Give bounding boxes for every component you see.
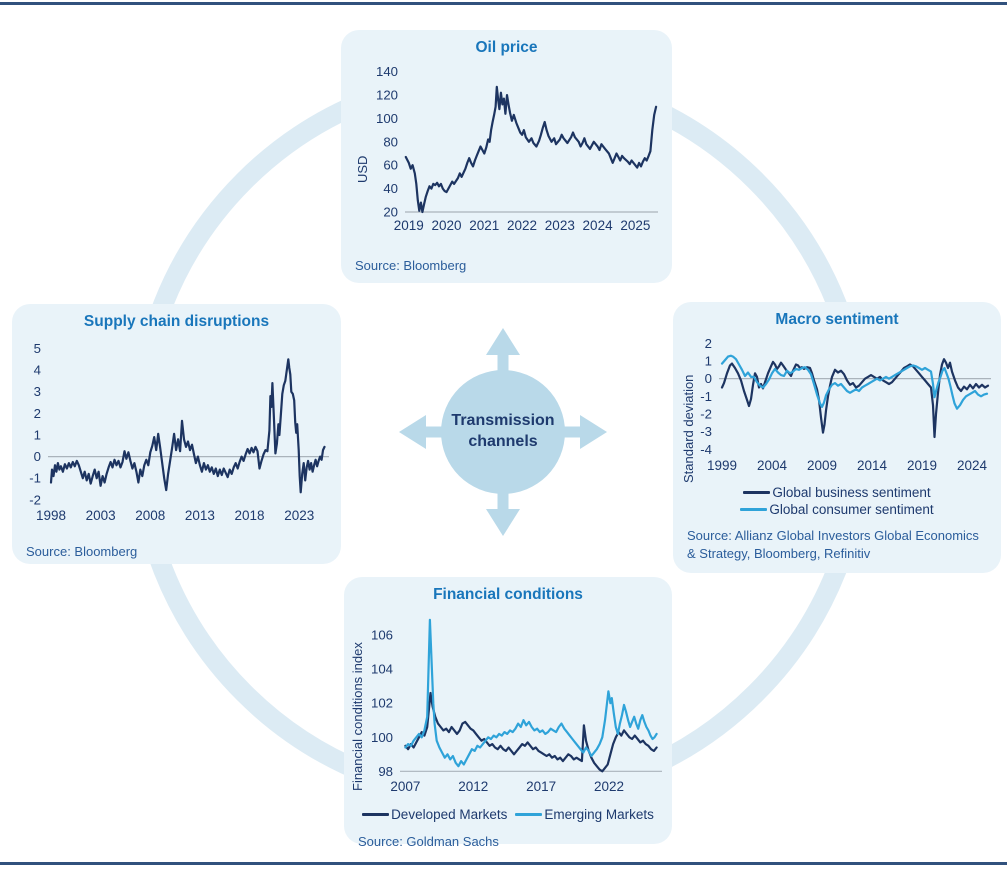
legend-label-developed: Developed Markets — [391, 807, 508, 822]
svg-text:2008: 2008 — [135, 508, 165, 523]
legend-item-developed: Developed Markets — [362, 807, 507, 822]
svg-text:5: 5 — [34, 341, 41, 356]
svg-text:2024: 2024 — [957, 458, 988, 473]
y-axis-label-standard-deviation: Standard deviation — [681, 374, 696, 484]
svg-text:40: 40 — [383, 181, 398, 196]
source-note-financial: Source: Goldman Sachs — [358, 834, 499, 849]
svg-text:140: 140 — [376, 64, 398, 79]
legend-financial-conditions: Developed Markets Emerging Markets — [344, 807, 672, 822]
source-note-oil: Source: Bloomberg — [355, 258, 467, 273]
legend-swatch-emerging — [515, 813, 543, 816]
chart-title-oil-price: Oil price — [475, 39, 538, 56]
legend-label-consumer: Global consumer sentiment — [769, 502, 934, 517]
chart-title-financial-conditions: Financial conditions — [433, 586, 583, 603]
svg-text:2003: 2003 — [86, 508, 116, 523]
svg-text:2: 2 — [705, 336, 712, 351]
panel-financial-conditions: Financial conditions Financial condition… — [344, 577, 672, 849]
bottom-divider — [0, 862, 1007, 865]
svg-text:-4: -4 — [700, 442, 712, 457]
svg-text:2: 2 — [34, 406, 41, 421]
svg-text:-3: -3 — [700, 424, 712, 439]
svg-text:-2: -2 — [29, 492, 41, 507]
svg-text:-2: -2 — [700, 407, 712, 422]
svg-text:100: 100 — [371, 730, 393, 745]
y-axis-label-usd: USD — [355, 155, 370, 183]
svg-text:3: 3 — [34, 384, 41, 399]
panel-oil-price: Oil price USD 140 120 100 80 60 40 20 2019 2020 2… — [341, 30, 672, 283]
svg-text:2013: 2013 — [185, 508, 215, 523]
legend-macro-sentiment: Global business sentiment Global consume… — [673, 485, 1001, 517]
svg-text:106: 106 — [371, 628, 393, 643]
svg-text:2021: 2021 — [469, 218, 499, 233]
legend-swatch-consumer — [740, 508, 768, 511]
panel-supply-chain: Supply chain disruptions 5 4 3 2 1 0 -1 -2 1998 2… — [12, 304, 341, 564]
svg-text:2020: 2020 — [432, 218, 462, 233]
svg-text:2025: 2025 — [620, 218, 650, 233]
svg-text:2004: 2004 — [757, 458, 788, 473]
svg-text:2023: 2023 — [545, 218, 575, 233]
oil-price-chart: 140 120 100 80 60 40 20 2019 2020 2021 2022 2023 202… — [341, 60, 672, 243]
legend-item-emerging: Emerging Markets — [515, 807, 654, 822]
legend-label-business: Global business sentiment — [772, 485, 931, 500]
y-axis-label-fci: Financial conditions index — [350, 642, 365, 792]
chart-title-supply-chain: Supply chain disruptions — [83, 313, 270, 330]
source-note-supply-chain: Source: Bloomberg — [26, 544, 138, 559]
svg-text:2012: 2012 — [458, 779, 488, 794]
svg-text:2024: 2024 — [583, 218, 614, 233]
svg-text:1998: 1998 — [36, 508, 66, 523]
svg-text:-1: -1 — [700, 389, 712, 404]
svg-text:1: 1 — [34, 427, 41, 442]
svg-text:-1: -1 — [29, 471, 41, 486]
chart-title-macro-sentiment: Macro sentiment — [775, 311, 899, 328]
svg-text:2022: 2022 — [507, 218, 537, 233]
hub-label: Transmission channels — [451, 412, 555, 450]
svg-text:2019: 2019 — [394, 218, 424, 233]
legend-label-emerging: Emerging Markets — [544, 807, 654, 822]
svg-text:0: 0 — [705, 371, 712, 386]
top-divider — [0, 2, 1007, 5]
financial-conditions-chart: 106 104 102 100 98 2007 2012 2017 2022 — [344, 607, 672, 804]
svg-text:2014: 2014 — [857, 458, 888, 473]
svg-text:4: 4 — [34, 363, 41, 378]
svg-text:60: 60 — [383, 158, 398, 173]
svg-text:2017: 2017 — [526, 779, 556, 794]
svg-text:2022: 2022 — [594, 779, 624, 794]
svg-text:104: 104 — [371, 662, 393, 677]
svg-text:2018: 2018 — [235, 508, 265, 523]
svg-text:2007: 2007 — [390, 779, 420, 794]
svg-text:98: 98 — [378, 764, 393, 779]
svg-text:2009: 2009 — [807, 458, 837, 473]
svg-text:2019: 2019 — [907, 458, 937, 473]
svg-text:0: 0 — [34, 449, 41, 464]
svg-text:2023: 2023 — [284, 508, 314, 523]
supply-chain-chart: 5 4 3 2 1 0 -1 -2 1998 2003 2008 2013 2018 2023 — [12, 334, 341, 535]
svg-text:80: 80 — [383, 134, 398, 149]
svg-text:100: 100 — [376, 111, 398, 126]
legend-swatch-developed — [362, 813, 390, 816]
macro-sentiment-chart: 2 1 0 -1 -2 -3 -4 1999 2004 2009 2014 2019 2024 — [673, 332, 1001, 483]
legend-item-consumer: Global consumer sentiment — [740, 502, 934, 517]
transmission-hub: Transmission channels — [390, 320, 616, 544]
svg-text:102: 102 — [371, 696, 393, 711]
source-note-macro: Source: Allianz Global Investors Global … — [687, 528, 979, 561]
legend-swatch-business — [743, 491, 771, 494]
svg-text:120: 120 — [376, 88, 398, 103]
svg-text:1999: 1999 — [707, 458, 737, 473]
svg-text:1: 1 — [705, 353, 712, 368]
panel-macro-sentiment: Macro sentiment Standard deviation 2 1 0 -1… — [673, 302, 1001, 573]
svg-text:20: 20 — [383, 205, 398, 220]
hub-arrows-icon — [399, 328, 607, 536]
legend-item-business: Global business sentiment — [743, 485, 931, 500]
